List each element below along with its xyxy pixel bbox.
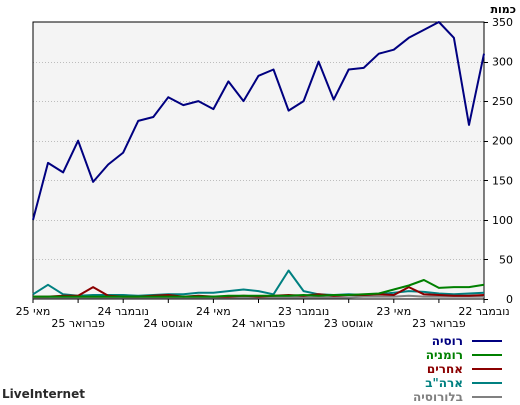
legend-label: רומניה — [426, 348, 463, 362]
y-tick-label: 350 — [492, 16, 513, 29]
x-tick-label: פברואר 24 — [232, 317, 286, 330]
y-tick-label: 100 — [492, 214, 513, 227]
x-tick-label: פברואר 23 — [412, 317, 466, 330]
series-line — [32, 21, 485, 221]
legend-label: ארה"ב — [425, 376, 463, 390]
series-lines — [32, 21, 485, 299]
x-tick-label: מאי 23 — [376, 305, 411, 318]
brand-logo-text: LiveInternet — [2, 387, 85, 401]
x-tick-label: אוגוסט 23 — [324, 317, 374, 330]
y-axis-unit-label: כמות — [491, 3, 516, 16]
y-tick-label: 0 — [506, 293, 513, 306]
y-tick-label: 50 — [499, 253, 513, 266]
y-tick-label: 300 — [492, 56, 513, 69]
x-tick-label: נובמבר 23 — [278, 305, 329, 318]
legend-label: בלורוסיה — [413, 390, 463, 404]
x-tick-label: אוגוסט 24 — [143, 317, 193, 330]
y-tick-label: 200 — [492, 135, 513, 148]
plot-area — [33, 22, 484, 299]
y-tick-label: 150 — [492, 174, 513, 187]
legend-label: רוסיה — [432, 334, 463, 348]
y-tick-label: 250 — [492, 95, 513, 108]
series-line — [33, 279, 485, 298]
x-tick-label: נובמבר 24 — [98, 305, 149, 318]
x-tick-label: מאי 24 — [196, 305, 231, 318]
x-tick-label: נובמבר 22 — [458, 305, 509, 318]
x-tick-label: פברואר 25 — [51, 317, 105, 330]
y-axis: 0 50 100 150 200 250 300 350 — [484, 16, 513, 306]
legend-label: אחרים — [427, 362, 463, 376]
grid — [33, 62, 484, 260]
x-tick-label: מאי 25 — [16, 305, 51, 318]
